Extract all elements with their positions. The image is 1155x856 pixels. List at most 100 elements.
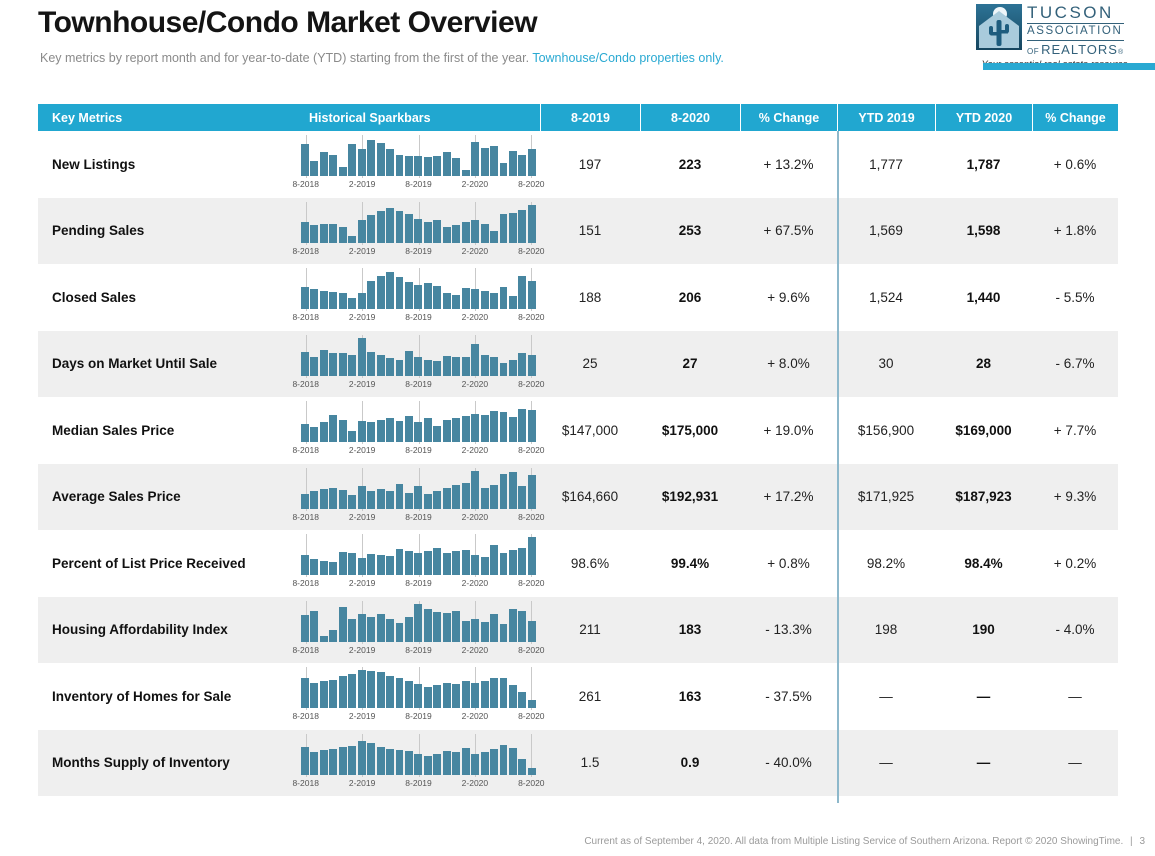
spark-bar — [423, 157, 432, 176]
spark-bar — [527, 280, 536, 309]
spark-bar — [319, 488, 328, 509]
value-ytd-change: + 0.6% — [1053, 156, 1097, 172]
value-month-change: + 19.0% — [763, 422, 814, 438]
spark-bar — [442, 355, 451, 376]
value-ytd-2020: $187,923 — [955, 489, 1012, 505]
axis-tick-label: 8-2019 — [405, 179, 432, 189]
market-overview-table: Key Metrics Historical Sparkbars 8-2019 8-2… — [38, 104, 1118, 803]
spark-bar — [301, 221, 309, 243]
spark-bar — [386, 748, 395, 775]
page-subtitle: Key metrics by report month and for year… — [40, 51, 724, 65]
spark-bar — [452, 611, 461, 642]
spark-bar — [423, 221, 432, 243]
spark-bar — [499, 286, 508, 309]
sparkbar-axis: 8-2018 2-2019 8-2019 2-2020 8-2020 — [292, 575, 544, 588]
spark-bar — [480, 224, 489, 243]
logo-line-association: ASSOCIATION — [1027, 23, 1125, 40]
value-ytd-2019: 1,777 — [869, 156, 903, 172]
spark-bar — [499, 363, 508, 376]
spark-bar — [319, 349, 328, 376]
metric-label: New Listings — [52, 156, 136, 172]
spark-bar — [338, 747, 347, 775]
sparkbar-bars — [301, 737, 536, 775]
axis-tick-label: 2-2019 — [348, 511, 376, 522]
logo-line-tucson: TUCSON — [1027, 3, 1114, 22]
spark-bar — [329, 561, 338, 575]
spark-bar — [423, 609, 432, 642]
axis-tick-label: 8-2020 — [518, 445, 545, 455]
value-ytd-2019: $156,900 — [857, 422, 915, 438]
sparkbar-axis: 8-2018 2-2019 8-2019 2-2020 8-2020 — [292, 243, 544, 256]
spark-bar — [442, 419, 451, 442]
spark-bar — [310, 559, 319, 575]
spark-bar — [442, 613, 451, 642]
column-header-8-2019: 8-2019 — [540, 104, 640, 131]
value-ytd-change: + 1.8% — [1053, 223, 1097, 239]
spark-bar — [404, 281, 413, 309]
value-ytd-change: - 4.0% — [1055, 622, 1095, 638]
spark-bar — [414, 422, 423, 442]
spark-bar — [518, 353, 527, 376]
spark-bar — [499, 624, 508, 642]
spark-bar — [527, 475, 536, 509]
spark-bar — [319, 290, 328, 309]
sparkbar-chart: 8-2018 2-2019 8-2019 2-2020 8-2020 — [292, 730, 545, 797]
logo-realtors: REALTORS — [1041, 41, 1118, 57]
sparkbar-axis: 8-2018 2-2019 8-2019 2-2020 8-2020 — [292, 309, 544, 322]
spark-bar — [348, 143, 357, 176]
value-ytd-change: — — [1068, 688, 1082, 704]
spark-bar — [376, 211, 385, 243]
value-month-2020: $192,931 — [661, 489, 719, 505]
spark-bar — [480, 487, 489, 509]
spark-bar — [490, 748, 499, 775]
spark-bar — [490, 410, 499, 442]
spark-bar — [452, 551, 461, 575]
table-row: Closed Sales 8-2018 2-2019 8-2019 2-2020 8-2… — [38, 264, 1118, 331]
spark-bar — [414, 603, 423, 642]
spark-bar — [433, 611, 442, 642]
spark-bar — [518, 486, 527, 509]
spark-bar — [461, 170, 470, 176]
axis-tick-label: 2-2020 — [461, 179, 489, 189]
spark-bar — [433, 753, 442, 775]
spark-bar — [404, 493, 413, 509]
value-month-2019: 1.5 — [580, 755, 600, 771]
sparkbar-bars — [301, 537, 536, 575]
spark-bar — [527, 354, 536, 376]
value-ytd-2020: 28 — [975, 356, 992, 372]
spark-bar — [527, 149, 536, 176]
value-ytd-2020: — — [976, 688, 991, 704]
spark-bar — [414, 218, 423, 243]
spark-bar — [310, 426, 319, 442]
sparkbar-bars — [301, 337, 536, 376]
spark-bar — [319, 152, 328, 176]
spark-bar — [433, 286, 442, 309]
logo-text: TUCSON ASSOCIATION OF REALTORS ® — [1027, 3, 1125, 57]
spark-bar — [527, 767, 536, 775]
spark-bar — [319, 422, 328, 442]
sparkbar-axis: 8-2018 2-2019 8-2019 2-2020 8-2020 — [292, 642, 544, 655]
spark-bar — [338, 419, 347, 442]
spark-bar — [404, 616, 413, 642]
axis-tick-label: 8-2019 — [405, 711, 432, 721]
spark-bar — [357, 557, 366, 575]
spark-bar — [508, 417, 517, 442]
sparkbar-chart: 8-2018 2-2019 8-2019 2-2020 8-2020 — [292, 397, 545, 464]
association-logo: TUCSON ASSOCIATION OF REALTORS ® Your es… — [976, 4, 1136, 70]
spark-bar — [319, 749, 328, 775]
axis-tick-label: 8-2019 — [405, 777, 432, 788]
column-header-historical-sparkbars: Historical Sparkbars — [309, 110, 431, 125]
spark-bar — [386, 358, 395, 376]
value-ytd-2020: 190 — [972, 622, 995, 638]
spark-bar — [518, 611, 527, 642]
spark-bar — [508, 609, 517, 642]
spark-bar — [329, 415, 338, 442]
spark-bar — [348, 495, 357, 509]
spark-bar — [461, 482, 470, 509]
axis-tick-label: 8-2019 — [405, 511, 432, 522]
sparkbar-bars — [301, 470, 536, 509]
spark-bar — [329, 352, 338, 376]
metric-label: Inventory of Homes for Sale — [52, 688, 232, 704]
chart-gridline — [305, 467, 307, 511]
spark-bar — [376, 419, 385, 442]
